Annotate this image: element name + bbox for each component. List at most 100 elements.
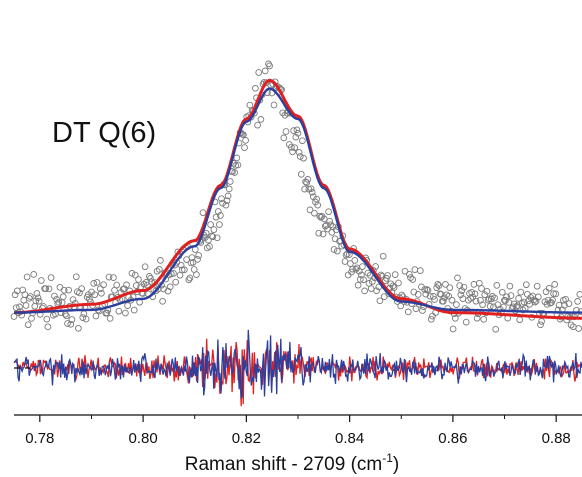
data-point bbox=[224, 192, 232, 200]
data-point bbox=[387, 280, 395, 288]
data-point bbox=[31, 302, 39, 310]
data-point bbox=[347, 260, 354, 267]
data-point bbox=[130, 306, 138, 314]
data-point bbox=[172, 278, 180, 286]
data-point bbox=[141, 263, 149, 271]
x-tick-label: 0.84 bbox=[335, 430, 364, 447]
data-point bbox=[30, 271, 38, 278]
data-point bbox=[299, 137, 306, 145]
data-point bbox=[354, 281, 362, 289]
data-point bbox=[37, 277, 45, 284]
data-point bbox=[422, 290, 430, 298]
data-point bbox=[34, 294, 42, 302]
data-point bbox=[140, 280, 148, 288]
data-point bbox=[307, 185, 315, 193]
data-point bbox=[105, 273, 113, 281]
data-point bbox=[341, 258, 349, 265]
data-point bbox=[92, 312, 100, 320]
data-point bbox=[328, 229, 336, 236]
residual-trace bbox=[13, 329, 582, 399]
data-point bbox=[303, 179, 311, 187]
data-point bbox=[206, 243, 213, 250]
data-point bbox=[533, 282, 541, 290]
data-point bbox=[342, 251, 350, 259]
data-point bbox=[124, 302, 131, 309]
data-point bbox=[384, 272, 391, 279]
data-point bbox=[255, 69, 263, 76]
data-point bbox=[449, 325, 457, 333]
peak-label: DT Q(6) bbox=[52, 117, 156, 149]
data-point bbox=[43, 315, 51, 323]
data-point bbox=[86, 295, 93, 303]
data-point bbox=[519, 306, 527, 314]
data-point bbox=[493, 282, 501, 289]
x-tick-label: 0.80 bbox=[128, 430, 157, 447]
data-point bbox=[153, 267, 161, 275]
data-point bbox=[360, 276, 367, 284]
data-point bbox=[330, 246, 338, 253]
data-point bbox=[549, 296, 556, 304]
data-point bbox=[100, 281, 107, 289]
data-point bbox=[542, 288, 550, 296]
data-point bbox=[69, 296, 77, 303]
data-point bbox=[45, 285, 53, 293]
data-point bbox=[282, 128, 290, 135]
data-point bbox=[214, 208, 222, 215]
data-point bbox=[314, 201, 322, 209]
data-point bbox=[207, 221, 214, 228]
data-point bbox=[458, 287, 466, 294]
data-point bbox=[194, 256, 201, 263]
data-point bbox=[356, 276, 364, 283]
data-point bbox=[465, 296, 472, 304]
data-point bbox=[234, 161, 242, 169]
data-point bbox=[320, 215, 328, 223]
data-point bbox=[531, 298, 539, 306]
data-point bbox=[561, 302, 568, 309]
data-point bbox=[266, 62, 273, 70]
data-point bbox=[349, 265, 356, 273]
data-point bbox=[178, 266, 186, 274]
data-point bbox=[294, 129, 302, 137]
data-point bbox=[28, 315, 35, 322]
data-point bbox=[60, 286, 68, 294]
data-point bbox=[471, 290, 479, 298]
data-point bbox=[524, 290, 531, 298]
data-point bbox=[551, 281, 559, 288]
data-point bbox=[543, 300, 551, 308]
data-point bbox=[98, 289, 105, 297]
data-point bbox=[433, 284, 441, 292]
data-point bbox=[522, 281, 530, 289]
data-point bbox=[311, 209, 318, 217]
data-point bbox=[59, 293, 67, 301]
data-point bbox=[567, 321, 575, 329]
data-point bbox=[24, 321, 32, 329]
data-point bbox=[491, 294, 498, 302]
x-tick-label: 0.82 bbox=[232, 430, 261, 447]
residual-traces bbox=[13, 329, 582, 407]
data-point bbox=[431, 296, 438, 303]
data-point bbox=[480, 315, 488, 323]
data-point bbox=[177, 261, 185, 269]
x-axis: 0.78 0.80 0.82 0.84 0.86 0.88 bbox=[14, 414, 582, 447]
data-point bbox=[414, 291, 422, 298]
data-point bbox=[462, 318, 470, 326]
data-point bbox=[562, 295, 569, 303]
data-point bbox=[472, 297, 480, 305]
data-point bbox=[391, 271, 399, 278]
data-point bbox=[212, 213, 220, 221]
data-point bbox=[484, 296, 492, 304]
data-point bbox=[199, 209, 207, 217]
data-point bbox=[486, 302, 494, 310]
data-point bbox=[78, 285, 86, 292]
data-point bbox=[457, 291, 465, 299]
data-point bbox=[496, 305, 504, 313]
data-point bbox=[65, 286, 72, 294]
data-point bbox=[430, 293, 437, 300]
data-point bbox=[325, 208, 332, 216]
data-point bbox=[252, 84, 259, 92]
data-point bbox=[47, 274, 55, 281]
data-point bbox=[483, 287, 491, 295]
data-point bbox=[435, 282, 443, 289]
data-point bbox=[25, 294, 33, 302]
data-point bbox=[233, 154, 241, 162]
